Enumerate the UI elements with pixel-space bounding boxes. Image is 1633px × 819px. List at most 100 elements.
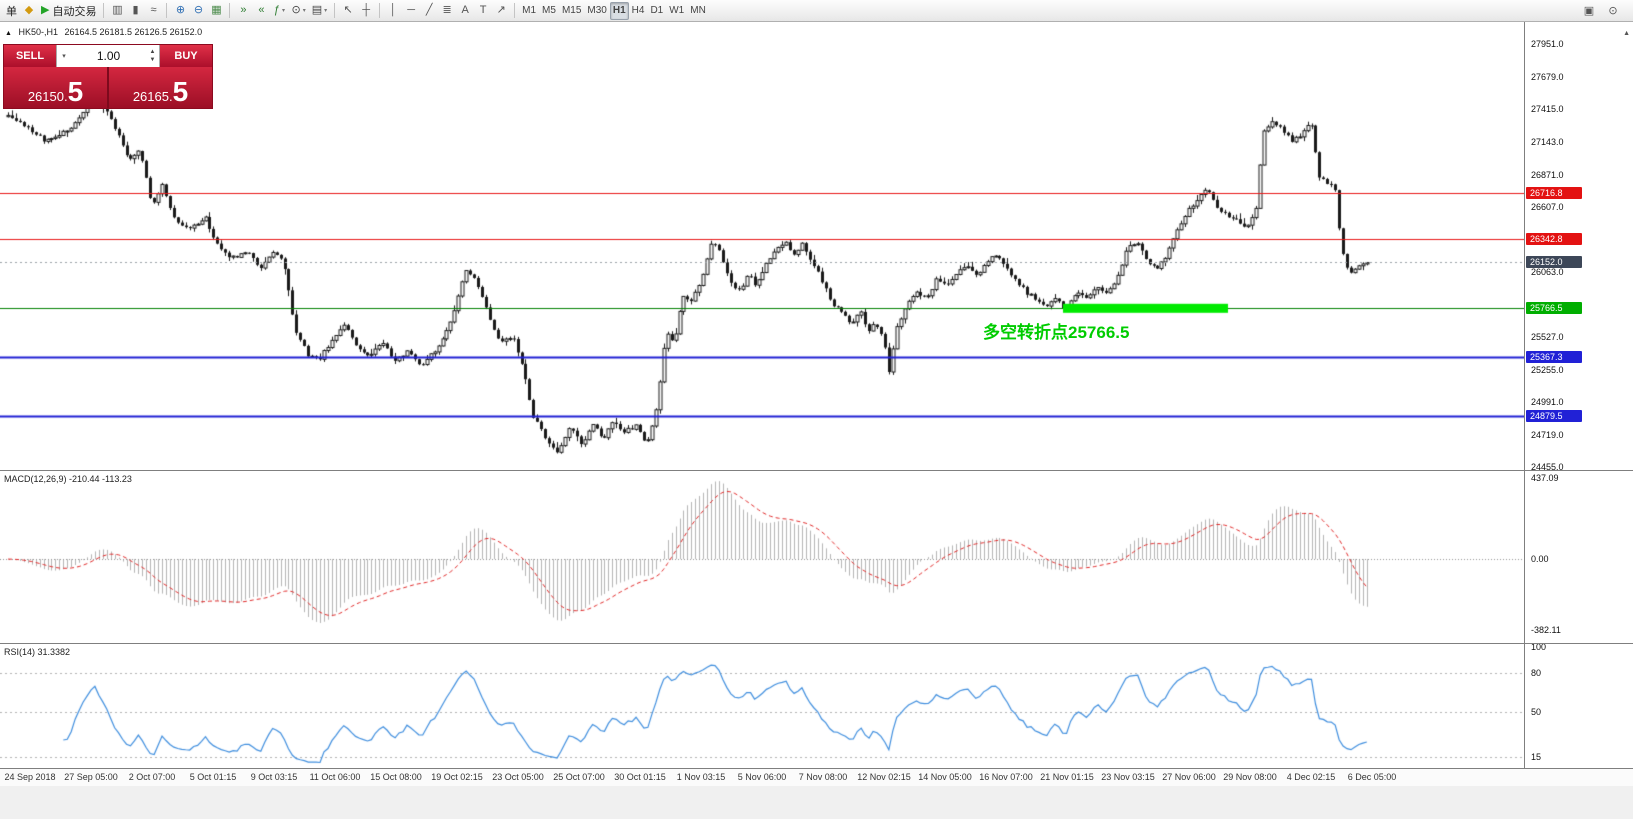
pivot-annotation-text: 多空转折点25766.5 — [983, 323, 1130, 342]
volume-value[interactable]: 1.00 — [96, 49, 121, 63]
price-axis-label: 25255.0 — [1531, 365, 1564, 376]
volume-dropdown-icon[interactable]: ▾ — [62, 53, 66, 60]
grid-icon: ▦ — [211, 4, 222, 16]
rsi-indicator-panel: RSI(14) 31.3382 — [0, 643, 1524, 768]
main-chart-panel: ▲ HK50-,H1 26164.5 26181.5 26126.5 26152… — [0, 22, 1524, 470]
volume-up-icon[interactable]: ▲ — [149, 48, 156, 55]
line-chart-button[interactable]: ≈ — [144, 2, 162, 20]
fibonacci-button[interactable]: ≣ — [438, 2, 456, 20]
arrows-icon: ↗ — [496, 4, 506, 16]
macd-canvas[interactable] — [0, 470, 1524, 643]
sell-price-main: 26150. — [27, 88, 68, 104]
macd-indicator-panel: MACD(12,26,9) -210.44 -113.23 — [0, 470, 1524, 643]
tf-mn-button[interactable]: MN — [690, 5, 706, 16]
new-order-button[interactable]: ◆ — [20, 2, 38, 20]
time-axis-label: 23 Nov 03:15 — [1101, 772, 1155, 782]
volume-stepper[interactable]: ▲ ▼ — [146, 48, 159, 65]
panel-separator[interactable] — [0, 470, 1633, 471]
price-scale[interactable]: ▲ 27951.0 27679.0 27415.0 27143.0 26871.0 267… — [1524, 22, 1633, 768]
label-button[interactable]: T — [474, 2, 492, 20]
zoom-in-button[interactable]: ⊕ — [171, 2, 189, 20]
time-axis-label: 27 Sep 05:00 — [64, 772, 118, 782]
price-axis-label: 27415.0 — [1531, 103, 1564, 114]
sell-price-big-digit: 5 — [67, 75, 84, 107]
search-icon[interactable]: ⊙ — [1608, 5, 1618, 17]
price-axis-label: 25527.0 — [1531, 332, 1564, 343]
periods-button[interactable]: ⊙ ▾ — [288, 2, 308, 20]
chart-shift-icon: « — [258, 4, 265, 16]
cursor-button[interactable]: ↖ — [339, 2, 357, 20]
time-axis-label: 5 Nov 06:00 — [737, 772, 787, 782]
auto-scroll-icon: » — [240, 4, 247, 16]
price-axis-label: 26607.0 — [1531, 201, 1564, 212]
toolbar-separator — [334, 3, 336, 18]
chart-ohlc-header: ▲ HK50-,H1 26164.5 26181.5 26126.5 26152… — [5, 27, 206, 37]
volume-down-icon[interactable]: ▼ — [149, 57, 156, 63]
auto-scroll-button[interactable]: » — [234, 2, 252, 20]
tf-m1-button[interactable]: M1 — [522, 5, 537, 16]
price-axis-label: 27679.0 — [1531, 71, 1564, 82]
arrows-button[interactable]: ↗ — [492, 2, 510, 20]
tf-h1-button[interactable]: H1 — [609, 1, 629, 20]
price-axis-label: 100 — [1531, 641, 1547, 652]
chevron-down-icon: ▾ — [302, 8, 306, 14]
candlestick-chart-button[interactable]: ▮ — [126, 2, 144, 20]
crosshair-button[interactable]: ┼ — [357, 2, 375, 20]
buy-price[interactable]: 26165. 5 — [109, 67, 212, 108]
zoom-out-button[interactable]: ⊖ — [189, 2, 207, 20]
chart-shift-button[interactable]: « — [252, 2, 270, 20]
price-axis-label: 15 — [1531, 751, 1542, 762]
trendline-button[interactable]: ╱ — [420, 2, 438, 20]
tf-w1-button[interactable]: W1 — [669, 5, 685, 16]
indicators-button[interactable]: ƒ ▾ — [270, 2, 288, 20]
bar-chart-button[interactable]: ▥ — [108, 2, 126, 20]
toolbar-separator — [103, 3, 105, 18]
horizontal-line-button[interactable]: ─ — [402, 2, 420, 20]
price-tag-dark: 26152.0 — [1526, 255, 1582, 268]
grid-button[interactable]: ▦ — [207, 2, 225, 20]
price-axis-label: 50 — [1531, 706, 1542, 717]
time-axis-label: 7 Nov 08:00 — [798, 772, 848, 782]
candlestick-chart-icon: ▮ — [132, 4, 139, 16]
price-tag-green: 25766.5 — [1526, 302, 1582, 315]
fibonacci-icon: ≣ — [442, 4, 452, 16]
text-button[interactable]: A — [456, 2, 474, 20]
periods-icon: ⊙ — [291, 4, 301, 16]
scale-scroll-icon[interactable]: ▲ — [1623, 30, 1630, 37]
trade-panel-toggle-icon[interactable]: ▲ — [5, 30, 12, 37]
vertical-line-button[interactable]: │ — [384, 2, 402, 20]
autotrading-button[interactable]: ▶ 自动交易 — [38, 2, 99, 20]
sell-button[interactable]: SELL — [4, 45, 56, 67]
tf-m15-button[interactable]: M15 — [561, 5, 582, 16]
volume-field[interactable]: ▾ 1.00 ▲ ▼ — [56, 45, 160, 67]
one-click-trading-panel: SELL ▾ 1.00 ▲ ▼ BUY 26150. 5 — [3, 44, 213, 109]
price-axis-label: 0.00 — [1531, 554, 1549, 565]
time-axis-label: 12 Nov 02:15 — [857, 772, 911, 782]
time-axis-label: 30 Oct 01:15 — [614, 772, 666, 782]
time-axis-label: 6 Dec 05:00 — [1347, 772, 1397, 782]
price-axis-label: 27951.0 — [1531, 39, 1564, 50]
main-chart-canvas[interactable] — [0, 22, 1524, 470]
time-axis-label: 27 Nov 06:00 — [1162, 772, 1216, 782]
time-axis-label: 19 Oct 02:15 — [431, 772, 483, 782]
templates-button[interactable]: ▤ ▾ — [309, 2, 330, 20]
price-axis-label: 27143.0 — [1531, 136, 1564, 147]
tf-d1-button[interactable]: D1 — [650, 5, 664, 16]
chart-symbol-period: HK50-,H1 — [18, 27, 58, 37]
price-axis-label: 24455.0 — [1531, 461, 1564, 472]
crosshair-icon: ┼ — [362, 4, 371, 16]
panel-separator[interactable] — [0, 643, 1633, 644]
time-axis-label: 1 Nov 03:15 — [676, 772, 726, 782]
buy-button[interactable]: BUY — [160, 45, 212, 67]
tf-m30-button[interactable]: M30 — [587, 5, 607, 16]
time-scale[interactable]: 24 Sep 2018 27 Sep 05:00 2 Oct 07:00 5 Oct … — [0, 768, 1633, 786]
chevron-down-icon: ▾ — [282, 8, 286, 14]
window-layout-icon[interactable]: ▣ — [1583, 5, 1595, 17]
line-chart-icon: ≈ — [150, 4, 157, 16]
tf-m5-button[interactable]: M5 — [542, 5, 556, 16]
rsi-canvas[interactable] — [0, 643, 1524, 768]
tf-h4-button[interactable]: H4 — [631, 5, 645, 16]
sell-price[interactable]: 26150. 5 — [4, 67, 107, 108]
toolbar-separator — [514, 3, 516, 18]
